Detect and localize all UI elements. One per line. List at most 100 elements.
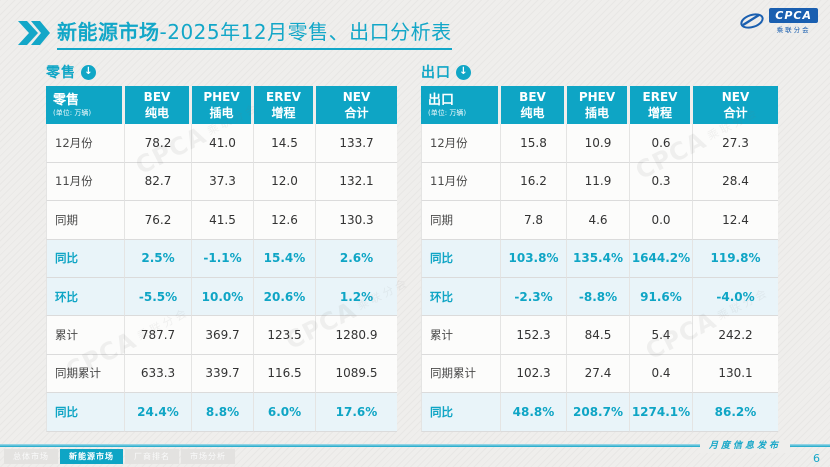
table-cell: 7.8 — [501, 201, 567, 240]
table-cell: 86.2% — [693, 393, 778, 432]
table-cell: 12.6 — [254, 201, 316, 240]
tab-oem-ranking[interactable]: 厂商排名 — [125, 449, 179, 464]
row-label: 11月份 — [421, 162, 501, 202]
row-label: 环比 — [46, 277, 125, 317]
page-title: 新能源市场-2025年12月零售、出口分析表 — [57, 16, 452, 50]
table-cell: 152.3 — [501, 316, 567, 355]
table-cell: 119.8% — [693, 239, 778, 278]
table-cell: 16.2 — [501, 162, 567, 202]
row-label: 累计 — [421, 316, 501, 355]
retail-section: 零售 ↓ 零售 (单位: 万辆) BEV 纯电 PHEV 插电 EREV 增程 … — [46, 62, 403, 432]
table-cell: 2.6% — [316, 239, 397, 278]
table-cell: 135.4% — [567, 239, 630, 278]
table-cell: 24.4% — [125, 393, 192, 432]
row-label: 12月份 — [46, 124, 125, 163]
table-cell: 10.9 — [567, 124, 630, 163]
export-section-label: 出口 — [421, 65, 451, 81]
table-cell: 0.0 — [630, 201, 693, 240]
retail-section-label: 零售 — [46, 65, 76, 81]
table-cell: 132.1 — [316, 162, 397, 202]
row-label: 累计 — [46, 316, 125, 355]
table-cell: 76.2 — [125, 201, 192, 240]
table-cell: 12.0 — [254, 162, 316, 202]
footer-divider-line — [0, 444, 830, 447]
retail-section-header: 零售 ↓ — [46, 62, 403, 82]
retail-col-header-nev: NEV 合计 — [316, 86, 397, 126]
tab-overall-market[interactable]: 总体市场 — [4, 449, 58, 464]
down-arrow-icon: ↓ — [81, 64, 96, 80]
slide-title-block: 新能源市场-2025年12月零售、出口分析表 — [18, 16, 452, 50]
table-cell: -8.8% — [567, 277, 630, 317]
table-cell: 15.4% — [254, 239, 316, 278]
table-cell: 48.8% — [501, 393, 567, 432]
table-cell: 6.0% — [254, 393, 316, 432]
export-corner-title: 出口 — [428, 93, 455, 109]
export-col-header-erev: EREV 增程 — [630, 86, 693, 126]
table-cell: 8.8% — [192, 393, 254, 432]
table-cell: 28.4 — [693, 162, 778, 202]
table-cell: -4.0% — [693, 277, 778, 317]
export-section-header: 出口 ↓ — [421, 62, 782, 82]
table-cell: 0.6 — [630, 124, 693, 163]
table-cell: 91.6% — [630, 277, 693, 317]
table-cell: -1.1% — [192, 239, 254, 278]
table-cell: 787.7 — [125, 316, 192, 355]
down-arrow-icon: ↓ — [456, 64, 471, 80]
table-cell: 1644.2% — [630, 239, 693, 278]
table-cell: -2.3% — [501, 277, 567, 317]
row-label: 同期 — [421, 201, 501, 240]
row-label: 同期累计 — [46, 354, 125, 394]
table-cell: 78.2 — [125, 124, 192, 163]
table-cell: 123.5 — [254, 316, 316, 355]
table-cell: 37.3 — [192, 162, 254, 202]
table-cell: 11.9 — [567, 162, 630, 202]
tab-market-analysis[interactable]: 市场分析 — [181, 449, 235, 464]
row-label: 12月份 — [421, 124, 501, 163]
page-number: 6 — [813, 452, 820, 465]
table-cell: 133.7 — [316, 124, 397, 163]
table-cell: 103.8% — [501, 239, 567, 278]
table-cell: 15.8 — [501, 124, 567, 163]
export-col-header-bev: BEV 纯电 — [501, 86, 567, 126]
table-cell: 27.3 — [693, 124, 778, 163]
retail-table: 零售 (单位: 万辆) BEV 纯电 PHEV 插电 EREV 增程 NEV 合… — [46, 86, 403, 432]
double-chevron-icon — [18, 21, 50, 45]
row-label: 同比 — [46, 239, 125, 278]
retail-col-header-bev: BEV 纯电 — [125, 86, 192, 126]
retail-corner-unit: (单位: 万辆) — [53, 108, 92, 117]
export-col-header-phev: PHEV 插电 — [567, 86, 630, 126]
row-label: 同比 — [46, 393, 125, 432]
table-cell: 339.7 — [192, 354, 254, 394]
row-label: 11月份 — [46, 162, 125, 202]
table-cell: 10.0% — [192, 277, 254, 317]
table-cell: 0.4 — [630, 354, 693, 394]
cpca-logo-subtext: 乘联分会 — [776, 26, 811, 34]
table-cell: 130.3 — [316, 201, 397, 240]
table-cell: 242.2 — [693, 316, 778, 355]
retail-col-header-phev: PHEV 插电 — [192, 86, 254, 126]
footer-caption: 月度信息发布 — [699, 440, 790, 453]
export-col-header-nev: NEV 合计 — [693, 86, 778, 126]
tab-nev-market[interactable]: 新能源市场 — [60, 449, 123, 464]
table-cell: 102.3 — [501, 354, 567, 394]
table-cell: 116.5 — [254, 354, 316, 394]
export-section: 出口 ↓ 出口 (单位: 万辆) BEV 纯电 PHEV 插电 EREV 增程 … — [421, 62, 782, 432]
table-cell: 208.7% — [567, 393, 630, 432]
table-cell: 1089.5 — [316, 354, 397, 394]
export-corner-cell: 出口 (单位: 万辆) — [421, 86, 501, 126]
table-cell: 1.2% — [316, 277, 397, 317]
table-cell: 14.5 — [254, 124, 316, 163]
retail-corner-cell: 零售 (单位: 万辆) — [46, 86, 125, 126]
row-label: 同比 — [421, 239, 501, 278]
table-cell: 633.3 — [125, 354, 192, 394]
table-cell: 1280.9 — [316, 316, 397, 355]
table-cell: 2.5% — [125, 239, 192, 278]
table-cell: 369.7 — [192, 316, 254, 355]
row-label: 环比 — [421, 277, 501, 317]
cpca-swoosh-icon — [740, 13, 764, 29]
export-table: 出口 (单位: 万辆) BEV 纯电 PHEV 插电 EREV 增程 NEV 合… — [421, 86, 782, 432]
table-cell: 84.5 — [567, 316, 630, 355]
table-cell: 41.5 — [192, 201, 254, 240]
table-cell: 1274.1% — [630, 393, 693, 432]
table-cell: -5.5% — [125, 277, 192, 317]
